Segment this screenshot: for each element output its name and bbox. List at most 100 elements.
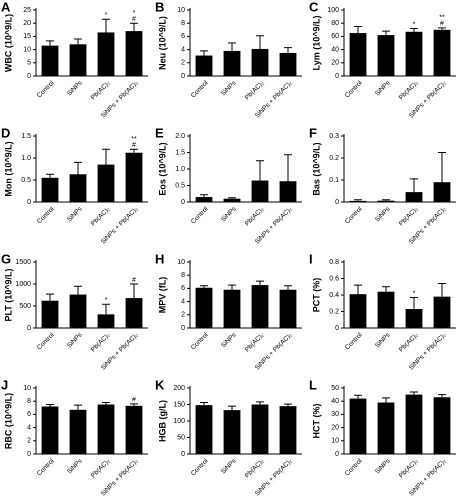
y-tick-label: 25 (23, 7, 31, 14)
y-tick-label: 20 (331, 424, 339, 431)
error-bar (284, 285, 292, 290)
x-tick-label: Control (344, 79, 364, 99)
y-tick-label: 0.1 (329, 177, 339, 184)
y-tick-label: 4 (181, 298, 185, 305)
y-axis-label: PCT (%) (311, 278, 321, 313)
bar (41, 45, 59, 76)
y-tick-label: 10 (331, 438, 339, 445)
y-tick-label: 20 (23, 20, 31, 27)
significance-mark: # (132, 277, 136, 284)
x-tick-label: Pb(AC)₂ (244, 331, 266, 353)
x-tick-label: Control (344, 457, 364, 477)
x-tick-label: Pb(AC)₂ (244, 205, 266, 227)
bar (377, 291, 395, 328)
bar (223, 50, 241, 76)
y-tick-label: 8 (181, 20, 185, 27)
error-bar (284, 403, 292, 407)
error-bar (130, 283, 138, 299)
bar (377, 200, 395, 202)
y-tick-label: 5 (27, 60, 31, 67)
y-tick-label: 30 (331, 411, 339, 418)
x-tick-label: SiNPs (220, 79, 238, 97)
bar (279, 181, 297, 202)
x-tick-label: Control (190, 79, 210, 99)
y-tick-label: 500 (19, 303, 31, 310)
error-bar (46, 404, 54, 407)
y-tick-label: 0.5 (175, 182, 185, 189)
y-tick-label: 50 (331, 385, 339, 392)
x-tick-label: Control (344, 331, 364, 351)
bar (125, 405, 143, 454)
y-tick-label: 0 (335, 451, 339, 458)
x-tick-label: Control (36, 79, 56, 99)
error-bar (102, 303, 110, 315)
error-bar (228, 405, 236, 411)
y-tick-label: 10 (177, 7, 185, 14)
panel-label: C (309, 0, 319, 14)
y-tick-label: 0 (181, 325, 185, 332)
error-bar (354, 284, 362, 295)
panel-label: G (1, 251, 11, 266)
error-bar (74, 161, 82, 175)
bar (223, 410, 241, 454)
y-axis-label: RBC (10^9/L) (3, 393, 13, 449)
x-tick-label: Control (344, 205, 364, 225)
bar (125, 298, 143, 328)
y-tick-label: 100 (327, 7, 339, 14)
bar (279, 289, 297, 328)
significance-mark: # (132, 397, 136, 404)
y-tick-label: 15 (23, 33, 31, 40)
panel-label: L (309, 377, 317, 392)
x-tick-label: SiNPs (374, 205, 392, 223)
error-bar (228, 42, 236, 51)
panel: G PLT (10^9/L) 0 500 1000 1500 Control SiNPs * Pb… (1, 251, 148, 371)
error-bar (354, 394, 362, 399)
error-bar (410, 296, 418, 310)
y-tick-label: 0 (181, 73, 185, 80)
x-tick-label: SiNPs (66, 205, 84, 223)
bar (251, 180, 269, 202)
y-tick-label: 4 (181, 46, 185, 53)
y-tick-label: 0.2 (329, 308, 339, 315)
bar (349, 33, 367, 76)
x-tick-label: Pb(AC)₂ (244, 457, 266, 479)
x-tick-label: Control (36, 205, 56, 225)
panel: E Eos (10^9/L) 0 0.5 1.0 1.5 2.0 Control SiNPs Pb… (155, 125, 302, 245)
error-bar (410, 391, 418, 395)
y-axis-label: Mon (10^9/L) (3, 141, 13, 196)
bar (195, 197, 213, 202)
x-tick-label: SiNPs (220, 457, 238, 475)
bar (349, 398, 367, 454)
error-bar (284, 154, 292, 182)
bar (377, 35, 395, 76)
x-tick-label: SiNPs (220, 205, 238, 223)
error-bar (438, 152, 446, 183)
bar (405, 394, 423, 454)
panel-label: I (309, 251, 313, 266)
y-tick-label: 50 (177, 434, 185, 441)
error-bar (256, 160, 264, 181)
error-bar (438, 27, 446, 30)
y-tick-label: 200 (173, 385, 185, 392)
panel-label: K (155, 377, 165, 392)
y-tick-label: 1.5 (175, 149, 185, 156)
y-tick-label: 2 (181, 60, 185, 67)
panel-label: J (1, 377, 8, 392)
bar (433, 182, 451, 202)
bar (69, 174, 87, 202)
x-tick-label: SiNPs (66, 79, 84, 97)
error-bar (382, 199, 390, 201)
y-tick-label: 10 (23, 385, 31, 392)
significance-mark: * (133, 10, 136, 17)
y-tick-label: 2.0 (175, 133, 185, 140)
bar (97, 314, 115, 328)
y-axis-label: Lym (10^9/L) (311, 16, 321, 71)
bar (251, 48, 269, 76)
y-tick-label: 6 (27, 411, 31, 418)
y-tick-label: 0.6 (329, 275, 339, 282)
y-axis-label: HCT (%) (311, 404, 321, 439)
